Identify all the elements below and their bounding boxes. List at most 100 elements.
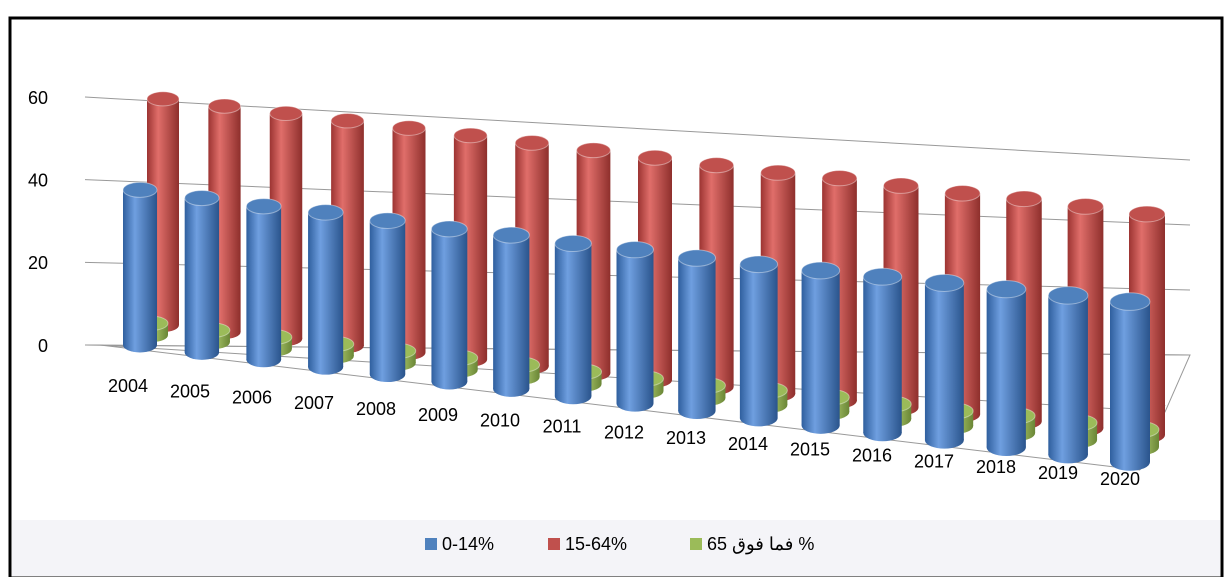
x-tick-label: 2016 [852, 446, 892, 466]
cylinder [554, 234, 592, 405]
cylinder-top [739, 255, 779, 274]
cylinder-top [207, 98, 242, 114]
x-tick-label: 2005 [170, 382, 210, 402]
cylinder [739, 255, 779, 427]
cylinder-top [821, 170, 858, 187]
x-tick-label: 2006 [232, 387, 272, 407]
cylinder-top [677, 249, 717, 267]
x-tick-label: 2017 [914, 451, 954, 471]
x-tick-label: 2011 [543, 416, 582, 436]
x-tick-label: 2007 [294, 393, 334, 413]
cylinder-top [986, 280, 1027, 299]
cylinder [184, 189, 220, 360]
cylinder-top [883, 177, 919, 194]
cylinder-top [637, 149, 673, 166]
x-tick-label: 2012 [604, 422, 644, 442]
cylinder-body [801, 270, 840, 426]
cylinder [677, 249, 717, 420]
cylinder [492, 226, 530, 397]
cylinder-top [862, 267, 903, 286]
cylinder-top [307, 204, 344, 221]
cylinder-body [369, 220, 406, 375]
cylinder [862, 267, 903, 442]
cylinder [616, 241, 654, 412]
cylinder-top [1109, 292, 1151, 311]
cylinder-top [492, 226, 530, 244]
cylinder-top [245, 198, 282, 215]
cylinder [245, 198, 282, 368]
cylinder-top [698, 157, 735, 174]
cylinder [801, 261, 841, 434]
x-tick-label: 2020 [1100, 469, 1140, 489]
cylinder-body [1110, 301, 1150, 462]
cylinder-body [924, 282, 964, 441]
cylinder-top [1128, 205, 1166, 223]
cylinder [369, 212, 406, 383]
x-tick-label: 2019 [1038, 463, 1078, 483]
cylinder-body [123, 189, 157, 345]
cylinder-top [122, 181, 158, 198]
x-tick-label: 2010 [480, 411, 520, 431]
y-tick-label: 60 [28, 88, 48, 108]
cylinder-body [246, 206, 282, 360]
cylinder [1109, 292, 1151, 471]
x-tick-label: 2004 [108, 376, 148, 396]
x-tick-label: 2013 [666, 428, 706, 448]
legend-label: 0-14% [442, 534, 494, 554]
cylinder-top [330, 113, 365, 129]
y-tick-label: 0 [38, 336, 48, 356]
cylinder-body [554, 243, 592, 397]
legend-swatch [690, 538, 702, 550]
cylinder-body [616, 249, 654, 404]
cylinder-top [514, 134, 550, 151]
legend-label: 15-64% [565, 534, 627, 554]
cylinder-body [1048, 295, 1088, 455]
legend-label: 65 فما فوق % [707, 534, 814, 555]
cylinder [986, 280, 1027, 457]
x-tick-label: 2018 [976, 457, 1016, 477]
legend-swatch [425, 538, 437, 550]
cylinder-top [1005, 190, 1043, 208]
x-tick-label: 2008 [356, 399, 396, 419]
grid-line [84, 96, 1191, 161]
cylinder-top [146, 91, 180, 107]
y-tick-label: 40 [28, 170, 48, 190]
cylinder-top [616, 241, 654, 259]
cylinder-body [184, 198, 220, 353]
grid-line [84, 179, 1191, 226]
cylinder [122, 181, 158, 353]
cylinder-top [576, 142, 611, 159]
cylinder-body [431, 228, 468, 382]
cylinder-body [493, 235, 530, 389]
cylinder-top [944, 185, 981, 202]
cylinder-top [369, 212, 406, 229]
cylinder [924, 273, 965, 449]
cylinder-body [986, 289, 1026, 448]
x-tick-label: 2015 [790, 440, 830, 460]
cylinder-top [269, 105, 303, 122]
cylinder-top [1047, 286, 1089, 305]
cylinder-body [863, 276, 902, 433]
cylinder-top [1067, 198, 1104, 215]
cylinder-top [554, 234, 592, 253]
x-tick-label: 2009 [418, 405, 458, 425]
cylinder-top [392, 120, 426, 136]
cylinder-top [924, 273, 965, 292]
legend-swatch [548, 538, 560, 550]
cylinder-body [678, 258, 716, 411]
cylinder-top [801, 261, 841, 280]
legend-strip [12, 520, 1220, 576]
cylinder-top [453, 127, 488, 144]
cylinder-body [308, 212, 344, 367]
x-tick-label: 2014 [728, 434, 768, 454]
cylinder [1047, 286, 1089, 464]
cylinder-top [184, 189, 220, 207]
cylinder [307, 204, 344, 375]
cylinder [430, 220, 468, 390]
y-tick-label: 20 [28, 253, 48, 273]
cylinder-top [430, 220, 468, 238]
cylinder-top [760, 164, 796, 181]
cylinder-body [739, 264, 778, 419]
